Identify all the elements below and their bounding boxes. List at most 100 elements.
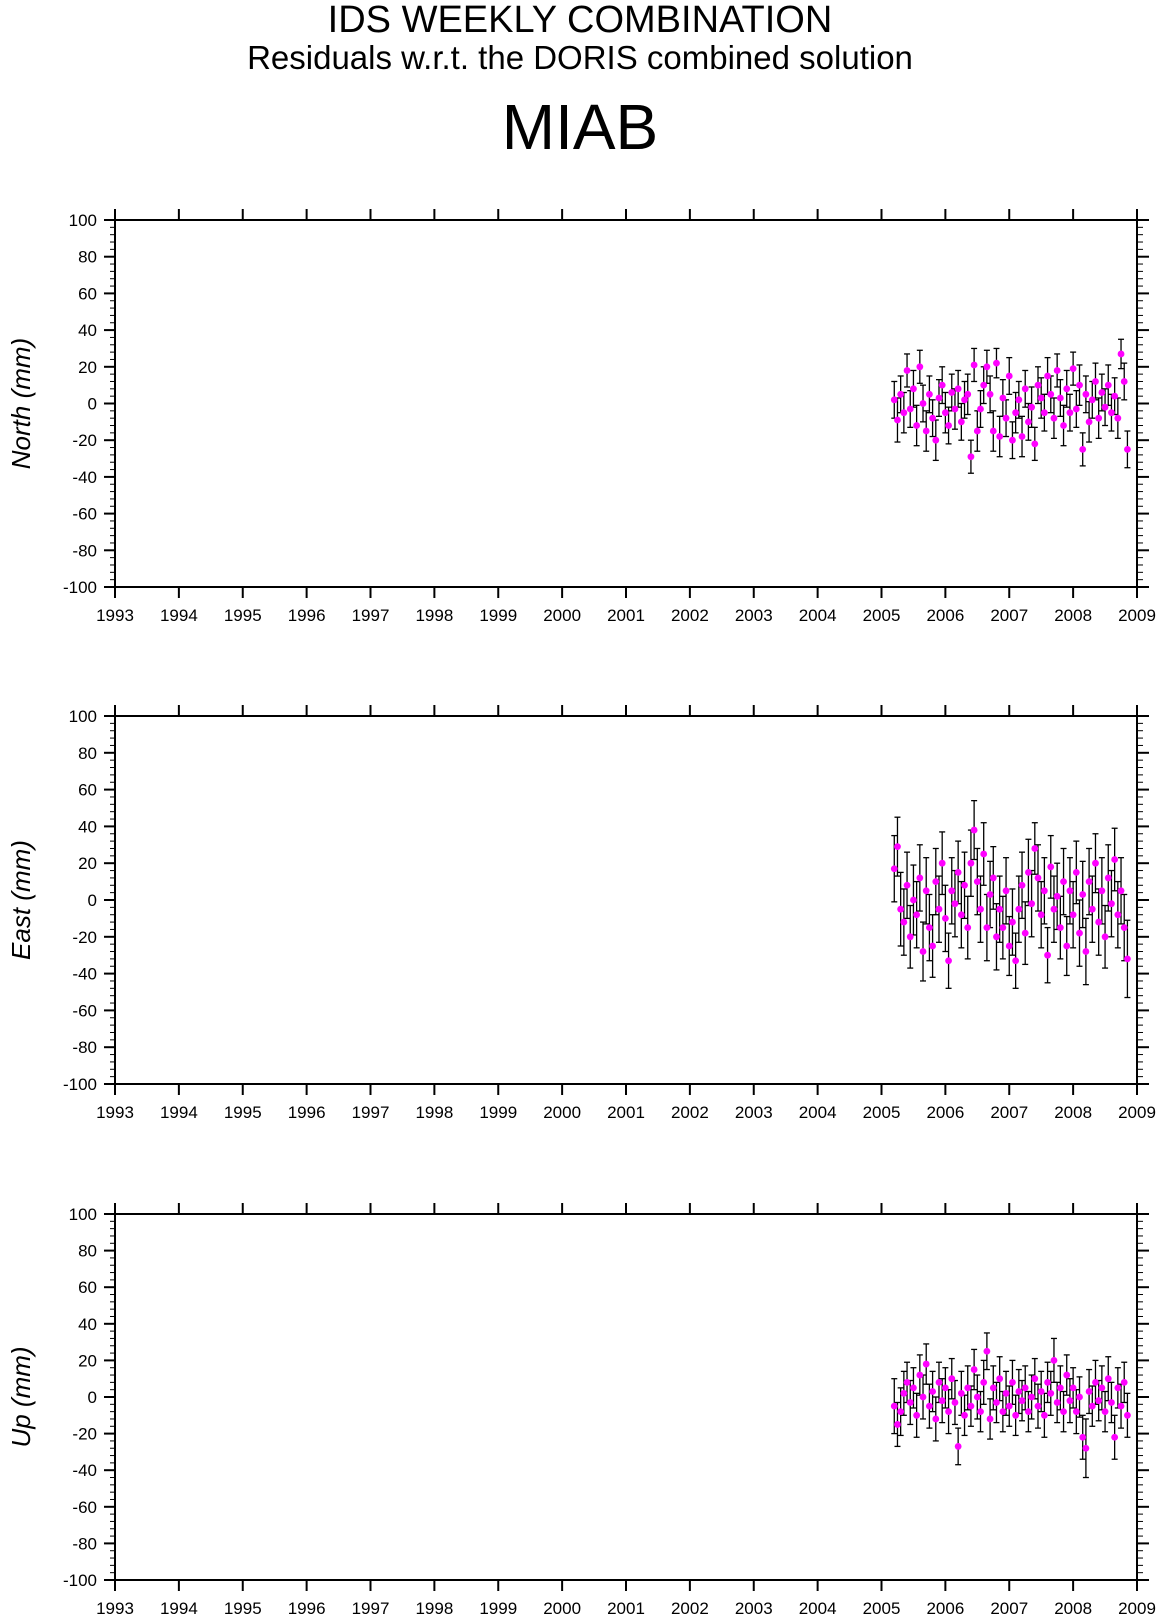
data-point	[910, 1384, 917, 1392]
x-tick-label: 1996	[288, 1599, 326, 1618]
data-point	[935, 1378, 943, 1386]
data-point	[1009, 918, 1016, 926]
y-tick-label: 0	[88, 395, 97, 414]
data-point	[983, 363, 991, 371]
data-point	[1031, 440, 1039, 448]
data-point	[1021, 929, 1029, 937]
data-point	[1111, 392, 1119, 400]
data-point	[935, 905, 943, 913]
data-point	[1025, 418, 1032, 426]
data-point	[926, 1402, 933, 1410]
data-point	[1012, 409, 1020, 417]
data-point	[1101, 403, 1109, 411]
data-point	[1002, 1389, 1010, 1397]
x-tick-label: 1993	[96, 1599, 134, 1618]
data-point	[948, 389, 956, 396]
chart-subtitle: Residuals w.r.t. the DORIS combined solu…	[247, 39, 913, 76]
x-tick-label: 2002	[671, 1599, 709, 1618]
y-tick-label: 60	[78, 284, 97, 303]
x-tick-label: 2002	[671, 1103, 709, 1122]
data-point	[1018, 881, 1026, 889]
data-point	[913, 422, 921, 429]
plot-frame	[114, 715, 1138, 1085]
data-point	[1060, 1408, 1067, 1416]
data-point	[993, 359, 1000, 367]
data-point	[989, 874, 997, 882]
data-point	[1021, 1384, 1029, 1392]
x-tick-label: 2006	[926, 606, 964, 625]
data-point	[1050, 414, 1058, 422]
data-point	[1082, 1444, 1090, 1452]
data-point	[1050, 905, 1058, 913]
x-tick-label: 2003	[735, 1599, 773, 1618]
data-point	[1053, 1399, 1061, 1406]
x-tick-label: 1995	[224, 1599, 262, 1618]
x-tick-label: 2009	[1118, 606, 1156, 625]
data-point	[1111, 1433, 1119, 1441]
data-point	[993, 933, 1000, 941]
error-bars	[891, 799, 1131, 999]
data-point	[957, 911, 965, 919]
data-point	[1047, 1389, 1055, 1397]
data-point	[1047, 863, 1055, 871]
data-point	[1079, 445, 1087, 453]
data-point	[1092, 378, 1099, 385]
y-tick-label: 20	[78, 358, 97, 377]
data-point	[913, 1411, 921, 1419]
data-point	[1034, 874, 1042, 882]
data-point	[929, 1388, 936, 1395]
data-point	[948, 1375, 956, 1383]
x-tick-label: 2001	[607, 1103, 645, 1122]
data-point	[1002, 414, 1010, 422]
y-tick-label: -40	[72, 965, 97, 984]
data-point	[980, 850, 988, 858]
x-tick-label: 2004	[799, 1103, 837, 1122]
x-tick-label: 2004	[799, 1599, 837, 1618]
data-point	[957, 418, 965, 426]
x-tick-label: 1999	[479, 1103, 517, 1122]
data-point	[903, 367, 911, 374]
data-point	[897, 390, 905, 398]
data-point	[935, 394, 943, 402]
data-point	[986, 1415, 994, 1423]
data-point	[922, 1360, 930, 1368]
y-tick-label: 40	[78, 817, 97, 836]
data-point	[961, 881, 968, 889]
data-point	[977, 905, 984, 913]
data-point	[1069, 911, 1077, 919]
data-point	[1037, 1388, 1045, 1395]
y-tick-label: -40	[72, 1461, 97, 1480]
data-point	[890, 865, 898, 873]
data-point	[1005, 1402, 1013, 1410]
data-point	[1009, 436, 1016, 444]
data-point	[906, 405, 914, 413]
data-point	[1082, 948, 1090, 955]
data-point	[1028, 403, 1036, 411]
data-point	[1063, 1371, 1071, 1379]
data-point	[1037, 911, 1045, 919]
data-point	[964, 924, 972, 931]
x-tick-label: 1994	[160, 1599, 198, 1618]
x-tick-label: 2000	[543, 606, 581, 625]
data-point	[941, 409, 949, 417]
data-point	[897, 1408, 905, 1416]
data-point	[941, 1384, 949, 1392]
y-tick-label: 0	[88, 1388, 97, 1407]
data-point	[980, 1378, 988, 1386]
y-tick-label: -20	[72, 431, 97, 450]
data-point	[1120, 924, 1128, 931]
x-tick-label: 1994	[160, 606, 198, 625]
data-point	[1015, 905, 1023, 913]
x-tick-label: 2009	[1118, 1103, 1156, 1122]
data-point	[970, 1366, 978, 1373]
data-point	[1124, 1411, 1131, 1419]
y-tick-label: 20	[78, 1351, 97, 1370]
data-point	[964, 1384, 972, 1392]
data-point	[1114, 911, 1122, 919]
data-point	[1076, 1393, 1083, 1401]
y-tick-label: -20	[72, 1425, 97, 1444]
y-axis-title: North (mm)	[6, 338, 36, 469]
data-point	[989, 1384, 997, 1392]
data-point	[910, 896, 917, 904]
y-tick-label: 80	[78, 744, 97, 763]
